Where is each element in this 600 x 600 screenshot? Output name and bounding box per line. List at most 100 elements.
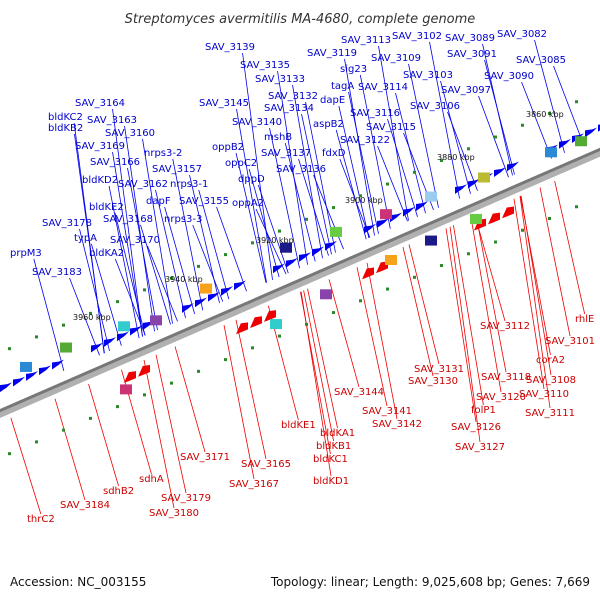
gene-label[interactable]: SAV_3168 (103, 214, 153, 225)
gene-label[interactable]: folP1 (471, 405, 496, 416)
gene-label[interactable]: bldKC1 (313, 454, 348, 465)
gene-label[interactable]: SAV_3184 (60, 500, 110, 511)
gene-label[interactable]: bldKA2 (89, 248, 124, 259)
gene-label[interactable]: SAV_3171 (180, 452, 230, 463)
gene-label[interactable]: rhlE (575, 314, 594, 325)
feature-block[interactable] (470, 213, 482, 224)
gene-label[interactable]: bldKD2 (82, 175, 118, 186)
gene-label[interactable]: sdhB2 (103, 486, 134, 497)
reverse-gene-arrow[interactable] (138, 365, 150, 377)
reverse-gene-arrow[interactable] (236, 322, 248, 335)
gene-label[interactable]: SAV_3130 (408, 376, 458, 387)
gene-label[interactable]: SAV_3139 (205, 42, 255, 53)
gene-label[interactable]: SAV_3136 (276, 164, 326, 175)
gene-label[interactable]: SAV_3082 (497, 29, 547, 40)
forward-gene-arrow[interactable] (390, 212, 402, 223)
gene-label[interactable]: SAV_3090 (484, 71, 534, 82)
gene-label[interactable]: SAV_3091 (447, 49, 497, 60)
feature-block[interactable] (320, 289, 332, 300)
gene-label[interactable]: SAV_3140 (232, 117, 282, 128)
gene-label[interactable]: SAV_3115 (366, 122, 416, 133)
feature-block[interactable] (478, 172, 490, 183)
forward-gene-arrow[interactable] (494, 167, 506, 178)
gene-label[interactable]: fdxD (322, 148, 346, 159)
forward-gene-arrow[interactable] (52, 359, 64, 370)
gene-label[interactable]: SAV_3167 (229, 479, 279, 490)
gene-label[interactable]: SAV_3131 (414, 364, 464, 375)
feature-block[interactable] (385, 254, 397, 265)
gene-label[interactable]: SAV_3155 (179, 196, 229, 207)
gene-label[interactable]: oppB2 (212, 142, 244, 153)
gene-label[interactable]: SAV_3127 (455, 442, 505, 453)
reverse-gene-arrow[interactable] (502, 206, 514, 219)
gene-label[interactable]: typA (74, 233, 97, 244)
forward-gene-arrow[interactable] (364, 223, 376, 234)
gene-label[interactable]: nrps3-1 (170, 179, 208, 190)
gene-label[interactable]: SAV_3166 (90, 157, 140, 168)
forward-gene-arrow[interactable] (182, 303, 194, 313)
feature-block[interactable] (60, 342, 72, 353)
gene-label[interactable]: SAV_3180 (149, 508, 199, 519)
gene-label[interactable]: SAV_3179 (161, 493, 211, 504)
gene-label[interactable]: SAV_3119 (307, 48, 357, 59)
gene-label[interactable]: prpM3 (10, 248, 42, 259)
forward-gene-arrow[interactable] (234, 280, 246, 291)
gene-label[interactable]: dapE (320, 95, 345, 106)
forward-gene-arrow[interactable] (208, 291, 220, 302)
forward-gene-arrow[interactable] (585, 127, 597, 138)
reverse-gene-arrow[interactable] (264, 310, 276, 322)
forward-gene-arrow[interactable] (299, 252, 311, 262)
feature-block[interactable] (280, 242, 292, 253)
gene-label[interactable]: SAV_3116 (350, 108, 400, 119)
gene-label[interactable]: bldKA1 (320, 428, 355, 439)
gene-label[interactable]: bldKE2 (89, 202, 124, 213)
reverse-gene-arrow[interactable] (250, 316, 262, 328)
feature-block[interactable] (330, 226, 342, 237)
gene-label[interactable]: bldKB2 (48, 123, 83, 134)
feature-block[interactable] (380, 209, 392, 220)
gene-label[interactable]: SAV_3164 (75, 98, 125, 109)
gene-label[interactable]: SAV_3085 (516, 55, 566, 66)
feature-block[interactable] (200, 283, 212, 294)
feature-block[interactable] (118, 321, 130, 332)
gene-label[interactable]: SAV_3165 (241, 459, 291, 470)
reverse-gene-arrow[interactable] (488, 212, 500, 225)
gene-label[interactable]: bldKE1 (281, 420, 316, 431)
gene-label[interactable]: SAV_3135 (240, 60, 290, 71)
gene-label[interactable]: SAV_3109 (371, 53, 421, 64)
gene-label[interactable]: SAV_3113 (341, 35, 391, 46)
gene-label[interactable]: SAV_3097 (441, 85, 491, 96)
gene-label[interactable]: SAV_3118 (481, 372, 531, 383)
forward-gene-arrow[interactable] (104, 337, 116, 347)
gene-label[interactable]: SAV_3108 (526, 375, 576, 386)
forward-gene-arrow[interactable] (312, 246, 324, 257)
forward-gene-arrow[interactable] (221, 286, 233, 296)
forward-gene-arrow[interactable] (273, 263, 285, 274)
gene-label[interactable]: SAV_3102 (392, 31, 442, 42)
forward-gene-arrow[interactable] (377, 218, 389, 228)
feature-block[interactable] (425, 235, 437, 246)
gene-label[interactable]: SAV_3110 (519, 389, 569, 400)
gene-label[interactable]: SAV_3103 (403, 70, 453, 81)
gene-label[interactable]: thrC2 (27, 514, 55, 525)
feature-block[interactable] (575, 136, 587, 147)
gene-label[interactable]: SAV_3134 (264, 103, 314, 114)
reverse-gene-arrow[interactable] (124, 371, 136, 383)
feature-block[interactable] (20, 361, 32, 372)
gene-label[interactable]: SAV_3178 (42, 218, 92, 229)
gene-label[interactable]: SAV_3163 (87, 115, 137, 126)
gene-label[interactable]: SAV_3114 (358, 82, 408, 93)
gene-label[interactable]: dapF (146, 196, 171, 207)
gene-label[interactable]: tagA (331, 81, 354, 92)
feature-block[interactable] (270, 319, 282, 330)
gene-label[interactable]: bldKB1 (316, 441, 351, 452)
gene-label[interactable]: bldKC2 (48, 112, 83, 123)
forward-gene-arrow[interactable] (416, 201, 428, 211)
forward-gene-arrow[interactable] (130, 325, 142, 336)
forward-gene-arrow[interactable] (26, 371, 38, 381)
forward-gene-arrow[interactable] (286, 257, 298, 268)
gene-label[interactable]: SAV_3137 (261, 148, 311, 159)
gene-label[interactable]: SAV_3141 (362, 406, 412, 417)
forward-gene-arrow[interactable] (325, 240, 337, 251)
gene-label[interactable]: SAV_3160 (105, 128, 155, 139)
